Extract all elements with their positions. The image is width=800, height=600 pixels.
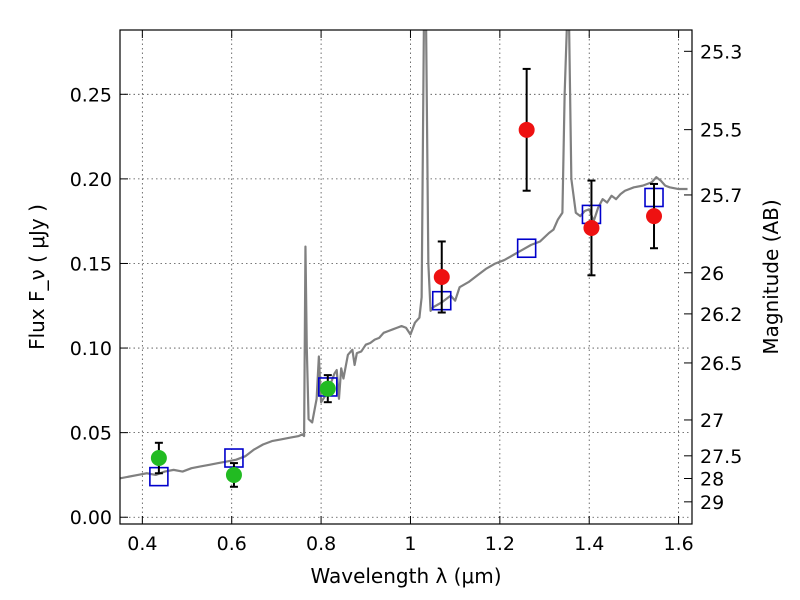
observed-flux-point (225, 466, 242, 483)
ticks: 0.4 0.6 0.8 1 1.2 1.4 1.6 0.00 0.05 0.10 0.15 0.20 0… (70, 30, 742, 555)
y-tick-label: 0.00 (70, 507, 112, 529)
x-tick-label: 1.4 (574, 533, 604, 555)
y-tick-label: 0.10 (70, 338, 112, 360)
observed-flux-point (319, 380, 336, 397)
right-tick-label: 25.7 (700, 185, 742, 207)
observed-flux-point (433, 269, 450, 285)
observed-flux-point (646, 208, 663, 225)
y-tick-label: 0.25 (70, 84, 112, 106)
right-tick-label: 26 (700, 263, 724, 285)
x-tick-label: 1 (404, 533, 416, 555)
y-axis-label: Flux F_ν ( μJy ) (25, 204, 49, 350)
observed-flux-point (518, 121, 535, 138)
grid (120, 30, 692, 524)
right-tick-label: 29 (700, 492, 724, 514)
right-tick-label: 26.2 (700, 304, 742, 326)
right-tick-label: 26.5 (700, 353, 742, 375)
right-axis-label: Magnitude (AB) (759, 199, 783, 354)
plot-frame (119, 29, 693, 525)
plot-area (120, 30, 688, 488)
right-tick-label: 27 (700, 410, 724, 432)
x-axis-label: Wavelength λ (μm) (310, 564, 501, 588)
x-tick-label: 0.6 (217, 533, 247, 555)
model-spectrum-line (120, 30, 688, 480)
y-tick-label: 0.15 (70, 253, 112, 275)
x-tick-label: 1.2 (485, 533, 515, 555)
x-tick-label: 0.4 (127, 533, 157, 555)
x-tick-label: 1.6 (663, 533, 693, 555)
y-tick-label: 0.05 (70, 423, 112, 445)
right-tick-label: 25.3 (700, 41, 742, 63)
observed-flux-point (150, 450, 167, 467)
observed-flux-point (583, 219, 600, 236)
right-tick-label: 27.5 (700, 446, 742, 468)
y-tick-label: 0.20 (70, 169, 112, 191)
right-tick-label: 25.5 (700, 120, 742, 142)
model-photometry-point (516, 238, 537, 259)
x-tick-label: 0.8 (306, 533, 336, 555)
right-tick-label: 28 (700, 468, 724, 490)
